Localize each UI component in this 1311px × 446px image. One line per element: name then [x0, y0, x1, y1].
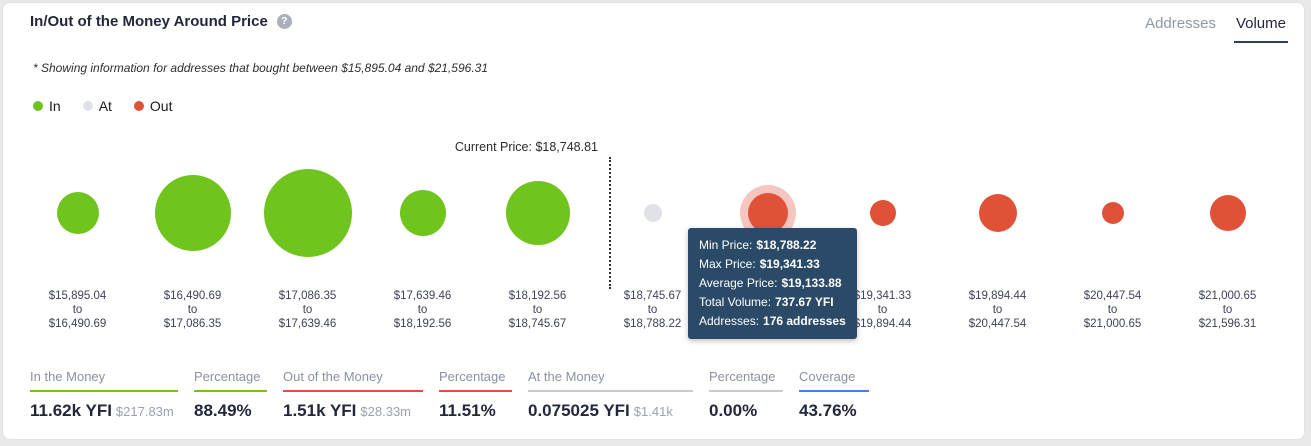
stat-at-percentage: Percentage 0.00% — [709, 369, 783, 421]
tooltip-value: $19,341.33 — [759, 257, 820, 271]
bubble-cell — [1055, 136, 1170, 290]
card-header: In/Out of the Money Around Price ? Addre… — [30, 13, 1288, 43]
stat-secondary: $28.33m — [360, 404, 411, 419]
bubble-cell — [20, 136, 135, 290]
stat-in-percentage: Percentage 88.49% — [194, 369, 267, 421]
stat-secondary: $1.41k — [633, 404, 673, 419]
x-axis-label: $20,447.54 to $21,000.65 — [1083, 290, 1142, 330]
stat-value: 1.51k YFI — [283, 401, 357, 420]
legend-label: Out — [149, 98, 173, 114]
x-axis-label: $17,639.46 to $18,192.56 — [393, 290, 452, 330]
x-axis-labels: $15,895.04 to $16,490.69 $16,490.69 to $17,08… — [20, 289, 1285, 331]
bubble-in[interactable] — [56, 192, 99, 234]
legend-label: In — [49, 98, 61, 114]
tooltip-value: $18,788.22 — [756, 238, 817, 252]
help-icon[interactable]: ? — [276, 14, 292, 29]
current-price-label: Current Price: $18,748.81 — [454, 140, 598, 154]
title-wrap: In/Out of the Money Around Price ? — [30, 13, 292, 30]
stat-secondary: $217.83m — [115, 404, 174, 419]
bubble-chart: Current Price: $18,748.81 $15,895.04 to $1… — [3, 136, 1304, 351]
stat-label: Coverage — [799, 369, 869, 392]
tooltip-label: Addresses: — [699, 314, 760, 328]
legend-item-at[interactable]: At — [82, 98, 112, 114]
chart-legend: In At Out — [33, 98, 173, 114]
stat-coverage: Coverage 43.76% — [799, 369, 869, 421]
bubble-in[interactable] — [399, 190, 446, 236]
bubble-cell — [940, 136, 1055, 290]
stat-label: Out of the Money — [283, 369, 423, 392]
stat-label: At the Money — [528, 369, 693, 392]
in-out-money-card: In/Out of the Money Around Price ? Addre… — [2, 2, 1305, 440]
legend-label: At — [98, 98, 112, 114]
tab-addresses[interactable]: Addresses — [1145, 15, 1216, 32]
x-axis-label: $17,086.35 to $17,639.46 — [278, 290, 337, 330]
stat-value: 0.00% — [709, 401, 758, 420]
legend-item-in[interactable]: In — [33, 98, 61, 114]
bubble-cell — [480, 136, 595, 290]
bubble-cell — [250, 136, 365, 290]
stat-label: Percentage — [194, 369, 267, 392]
current-price-line — [609, 157, 611, 289]
tooltip-row: Addresses: 176 addresses — [699, 312, 846, 331]
bubble-out[interactable] — [1101, 202, 1124, 224]
stat-value: 43.76% — [799, 401, 857, 420]
tooltip-row: Min Price: $18,788.22 — [699, 236, 846, 255]
tooltip-value: 176 addresses — [763, 314, 846, 328]
range-subtitle: * Showing information for addresses that… — [33, 61, 488, 75]
bubble-out[interactable] — [978, 194, 1017, 232]
tooltip-value: 737.67 YFI — [775, 295, 834, 309]
tooltip-label: Max Price: — [699, 257, 756, 271]
tooltip-label: Min Price: — [699, 238, 753, 252]
bubble-at[interactable] — [643, 204, 662, 222]
bubble-out[interactable] — [1209, 195, 1246, 231]
tooltip-row: Average Price: $19,133.88 — [699, 274, 846, 293]
tab-volume[interactable]: Volume — [1233, 13, 1288, 43]
bubble-cell — [825, 136, 940, 290]
stat-label: Percentage — [439, 369, 512, 392]
legend-dot-in — [33, 101, 43, 111]
tooltip-label: Total Volume: — [699, 295, 772, 309]
bubble-tooltip: Min Price: $18,788.22 Max Price: $19,341.3… — [688, 228, 857, 339]
legend-dot-at — [82, 101, 93, 111]
bubble-in[interactable] — [505, 181, 570, 245]
tooltip-row: Max Price: $19,341.33 — [699, 255, 846, 274]
stat-at-the-money: At the Money 0.075025 YFI $1.41k — [528, 369, 693, 421]
stat-value: 0.075025 YFI — [528, 401, 630, 420]
x-axis-label: $18,192.56 to $18,745.67 — [508, 290, 567, 330]
bubble-in[interactable] — [263, 169, 352, 257]
x-axis-label: $19,341.33 to $19,894.44 — [853, 290, 912, 330]
view-tabs: Addresses Volume — [1143, 13, 1288, 43]
x-axis-label: $19,894.44 to $20,447.54 — [968, 290, 1027, 330]
bubble-cell — [365, 136, 480, 290]
x-axis-label: $21,000.65 to $21,596.31 — [1198, 290, 1257, 330]
tooltip-value: $19,133.88 — [781, 276, 842, 290]
bubble-in[interactable] — [154, 175, 231, 251]
stat-in-the-money: In the Money 11.62k YFI $217.83m — [30, 369, 178, 421]
bubble-out[interactable] — [869, 200, 896, 226]
bubble-out[interactable] — [747, 193, 788, 233]
x-axis-label: $15,895.04 to $16,490.69 — [48, 290, 107, 330]
legend-item-out[interactable]: Out — [133, 98, 173, 114]
x-axis-label: $18,745.67 to $18,788.22 — [623, 290, 682, 330]
stat-value: 88.49% — [194, 401, 252, 420]
tooltip-row: Total Volume: 737.67 YFI — [699, 293, 846, 312]
page-title: In/Out of the Money Around Price — [30, 13, 268, 30]
bubble-row — [20, 136, 1285, 290]
stat-out-percentage: Percentage 11.51% — [439, 369, 512, 421]
tooltip-label: Average Price: — [699, 276, 778, 290]
summary-stats: In the Money 11.62k YFI $217.83m Percenta… — [30, 369, 869, 421]
legend-dot-out — [133, 101, 144, 111]
stat-label: Percentage — [709, 369, 783, 392]
stat-out-of-the-money: Out of the Money 1.51k YFI $28.33m — [283, 369, 423, 421]
bubble-cell — [595, 136, 710, 290]
bubble-cell — [1170, 136, 1285, 290]
stat-value: 11.51% — [439, 401, 496, 420]
bubble-cell — [710, 136, 825, 290]
stat-value: 11.62k YFI — [30, 401, 112, 420]
bubble-cell — [135, 136, 250, 290]
stat-label: In the Money — [30, 369, 178, 392]
x-axis-label: $16,490.69 to $17,086.35 — [163, 290, 222, 330]
